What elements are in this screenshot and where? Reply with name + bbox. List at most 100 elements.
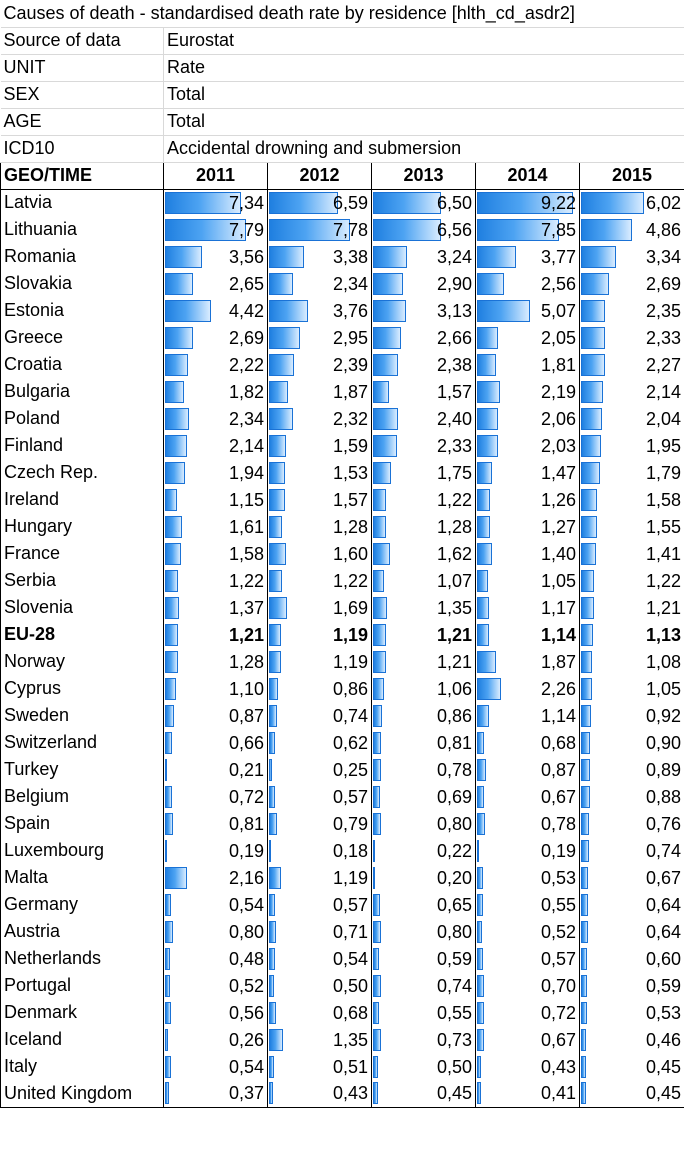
value-cell[interactable]: 1,41 [578, 540, 684, 567]
value-cell[interactable]: 0,79 [267, 810, 372, 837]
value-cell[interactable]: 7,34 [163, 189, 268, 216]
value-cell[interactable]: 1,35 [371, 594, 476, 621]
value-cell[interactable]: 1,94 [163, 459, 268, 486]
value-cell[interactable]: 2,06 [475, 405, 580, 432]
value-cell[interactable]: 0,48 [163, 945, 268, 972]
value-cell[interactable]: 2,22 [163, 351, 268, 378]
meta-label[interactable]: SEX [0, 81, 164, 109]
value-cell[interactable]: 0,50 [267, 972, 372, 999]
value-cell[interactable]: 0,70 [475, 972, 580, 999]
value-cell[interactable]: 1,28 [163, 648, 268, 675]
geo-cell[interactable]: Turkey [0, 756, 164, 783]
value-cell[interactable]: 1,58 [163, 540, 268, 567]
value-cell[interactable]: 0,45 [371, 1080, 476, 1108]
geo-cell[interactable]: Hungary [0, 513, 164, 540]
value-cell[interactable]: 0,64 [578, 891, 684, 918]
value-cell[interactable]: 1,61 [163, 513, 268, 540]
header-year[interactable]: 2014 [475, 161, 580, 190]
value-cell[interactable]: 1,22 [371, 486, 476, 513]
value-cell[interactable]: 1,58 [578, 486, 684, 513]
value-cell[interactable]: 0,65 [371, 891, 476, 918]
value-cell[interactable]: 1,79 [578, 459, 684, 486]
value-cell[interactable]: 0,78 [475, 810, 580, 837]
value-cell[interactable]: 3,38 [267, 243, 372, 270]
value-cell[interactable]: 0,92 [578, 702, 684, 729]
value-cell[interactable]: 2,65 [163, 270, 268, 297]
value-cell[interactable]: 0,46 [578, 1026, 684, 1053]
meta-value[interactable]: Total [163, 108, 684, 136]
meta-value[interactable]: Accidental drowning and submersion [163, 135, 684, 163]
geo-cell[interactable]: Slovenia [0, 594, 164, 621]
value-cell[interactable]: 0,59 [371, 945, 476, 972]
value-cell[interactable]: 1,21 [371, 621, 476, 648]
value-cell[interactable]: 9,22 [475, 189, 580, 216]
value-cell[interactable]: 6,59 [267, 189, 372, 216]
geo-cell[interactable]: Lithuania [0, 216, 164, 243]
value-cell[interactable]: 1,57 [371, 378, 476, 405]
geo-cell[interactable]: Poland [0, 405, 164, 432]
value-cell[interactable]: 2,16 [163, 864, 268, 891]
value-cell[interactable]: 2,90 [371, 270, 476, 297]
value-cell[interactable]: 2,04 [578, 405, 684, 432]
value-cell[interactable]: 0,64 [578, 918, 684, 945]
value-cell[interactable]: 1,22 [267, 567, 372, 594]
value-cell[interactable]: 3,76 [267, 297, 372, 324]
value-cell[interactable]: 0,80 [371, 918, 476, 945]
header-geo-time[interactable]: GEO/TIME [0, 161, 164, 190]
geo-cell[interactable]: Greece [0, 324, 164, 351]
value-cell[interactable]: 0,66 [163, 729, 268, 756]
value-cell[interactable]: 1,35 [267, 1026, 372, 1053]
value-cell[interactable]: 0,45 [578, 1053, 684, 1080]
geo-cell[interactable]: Sweden [0, 702, 164, 729]
value-cell[interactable]: 1,28 [371, 513, 476, 540]
value-cell[interactable]: 0,71 [267, 918, 372, 945]
value-cell[interactable]: 1,21 [163, 621, 268, 648]
geo-cell[interactable]: Croatia [0, 351, 164, 378]
geo-cell[interactable]: Italy [0, 1053, 164, 1080]
value-cell[interactable]: 0,19 [475, 837, 580, 864]
value-cell[interactable]: 5,07 [475, 297, 580, 324]
header-year[interactable]: 2012 [267, 161, 372, 190]
geo-cell[interactable]: Latvia [0, 189, 164, 216]
value-cell[interactable]: 0,87 [163, 702, 268, 729]
value-cell[interactable]: 0,43 [267, 1080, 372, 1108]
value-cell[interactable]: 6,56 [371, 216, 476, 243]
geo-cell[interactable]: United Kingdom [0, 1080, 164, 1108]
value-cell[interactable]: 2,14 [163, 432, 268, 459]
value-cell[interactable]: 1,21 [371, 648, 476, 675]
value-cell[interactable]: 3,56 [163, 243, 268, 270]
value-cell[interactable]: 0,78 [371, 756, 476, 783]
value-cell[interactable]: 1,22 [163, 567, 268, 594]
meta-label[interactable]: Source of data [0, 27, 164, 55]
value-cell[interactable]: 1,06 [371, 675, 476, 702]
value-cell[interactable]: 1,55 [578, 513, 684, 540]
value-cell[interactable]: 0,52 [475, 918, 580, 945]
value-cell[interactable]: 0,45 [578, 1080, 684, 1108]
value-cell[interactable]: 2,69 [578, 270, 684, 297]
value-cell[interactable]: 1,27 [475, 513, 580, 540]
value-cell[interactable]: 1,19 [267, 621, 372, 648]
value-cell[interactable]: 1,13 [578, 621, 684, 648]
value-cell[interactable]: 2,19 [475, 378, 580, 405]
meta-value[interactable]: Total [163, 81, 684, 109]
value-cell[interactable]: 1,14 [475, 702, 580, 729]
value-cell[interactable]: 1,28 [267, 513, 372, 540]
value-cell[interactable]: 6,50 [371, 189, 476, 216]
value-cell[interactable]: 1,59 [267, 432, 372, 459]
value-cell[interactable]: 0,21 [163, 756, 268, 783]
geo-cell[interactable]: Czech Rep. [0, 459, 164, 486]
value-cell[interactable]: 0,90 [578, 729, 684, 756]
value-cell[interactable]: 1,05 [578, 675, 684, 702]
value-cell[interactable]: 0,22 [371, 837, 476, 864]
value-cell[interactable]: 2,33 [578, 324, 684, 351]
header-year[interactable]: 2013 [371, 161, 476, 190]
geo-cell[interactable]: Bulgaria [0, 378, 164, 405]
value-cell[interactable]: 0,67 [475, 783, 580, 810]
value-cell[interactable]: 4,42 [163, 297, 268, 324]
value-cell[interactable]: 0,68 [475, 729, 580, 756]
geo-cell[interactable]: Serbia [0, 567, 164, 594]
value-cell[interactable]: 1,22 [578, 567, 684, 594]
value-cell[interactable]: 7,85 [475, 216, 580, 243]
value-cell[interactable]: 0,74 [267, 702, 372, 729]
value-cell[interactable]: 2,34 [163, 405, 268, 432]
